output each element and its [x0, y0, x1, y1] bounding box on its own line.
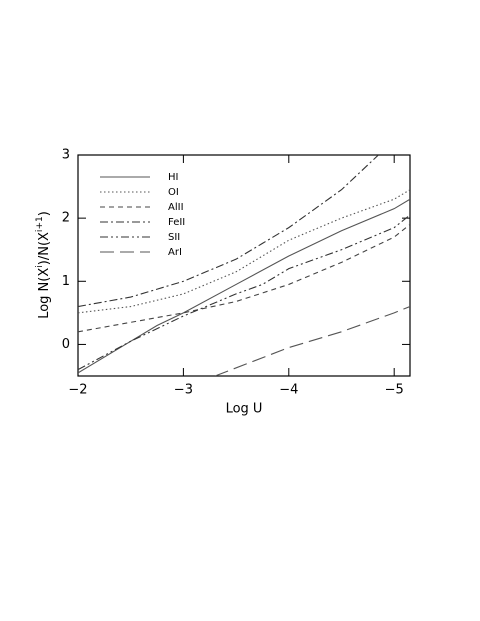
plot-frame — [77, 154, 411, 377]
series-line — [214, 306, 410, 376]
legend-label: SII — [168, 232, 180, 243]
y-axis-label: Log N(Xi)/N(Xi+1) — [35, 211, 52, 319]
legend-label: AlII — [168, 202, 184, 213]
y-label-part: ) — [37, 211, 52, 216]
series-line — [78, 155, 379, 308]
y-label-part: )/N(X — [37, 232, 52, 265]
x-axis-label: Log U — [226, 402, 263, 417]
y-label-part: Log N(X — [37, 268, 52, 319]
x-tick-label: −5 — [385, 383, 404, 398]
y-tick-label: 2 — [62, 211, 70, 226]
legend-label: OI — [168, 187, 179, 198]
legend-label: ArI — [168, 247, 182, 258]
y-tick-label: 3 — [62, 148, 70, 163]
y-tick-label: 1 — [62, 274, 70, 289]
legend-label: HI — [168, 172, 178, 183]
x-tick-label: −2 — [68, 383, 87, 398]
series-line — [78, 224, 410, 333]
series-line — [78, 198, 410, 374]
y-tick-label: 0 — [62, 337, 70, 352]
y-label-sup: i — [35, 265, 45, 268]
y-label-sup: i+1 — [35, 216, 45, 232]
legend-label: FeII — [168, 217, 185, 228]
series-line — [78, 189, 410, 314]
x-tick-label: −4 — [279, 383, 298, 398]
x-tick-label: −3 — [174, 383, 193, 398]
series-line — [78, 214, 410, 371]
